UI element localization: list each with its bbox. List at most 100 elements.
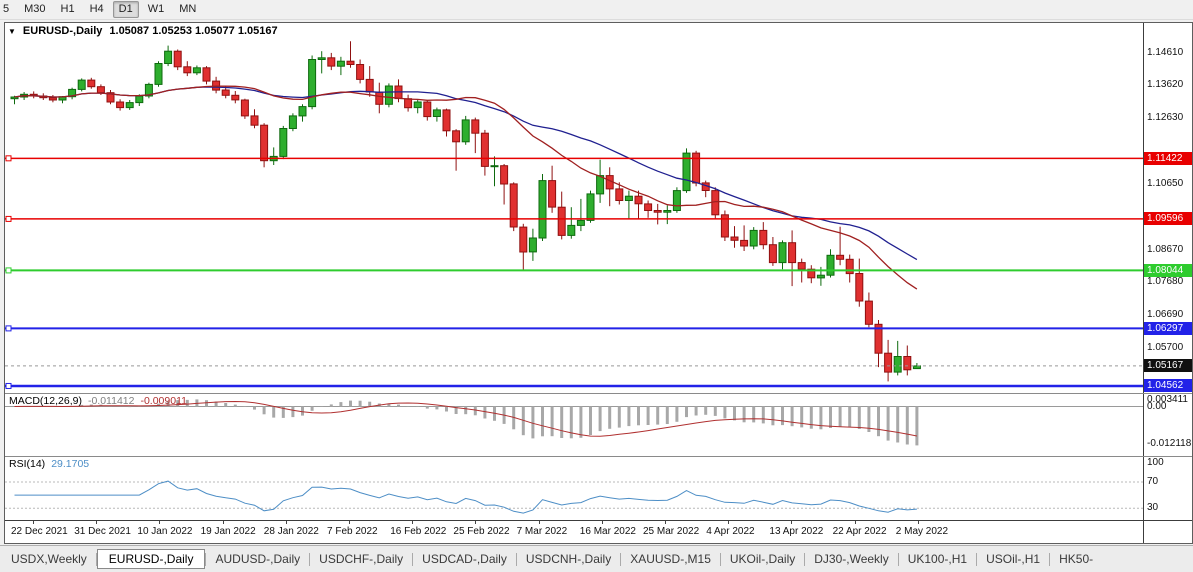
hline-handle[interactable] xyxy=(5,267,12,274)
price-axis-label: 1.13620 xyxy=(1147,79,1184,91)
timeframe-button-d1[interactable]: D1 xyxy=(112,1,139,18)
chart-window: ▼ EURUSD-,Daily 1.05087 1.05253 1.05077 … xyxy=(4,22,1193,544)
tab-separator xyxy=(515,552,517,566)
tab-separator xyxy=(620,552,622,566)
rsi-name: RSI(14) xyxy=(9,458,46,470)
tab-dj30-weekly[interactable]: DJ30-,Weekly xyxy=(814,552,889,566)
time-axis-tick xyxy=(665,521,666,524)
time-axis-tick xyxy=(791,521,793,524)
price-badge: 1.08044 xyxy=(1144,264,1192,277)
symbol-period-label: EURUSD-,Daily xyxy=(22,25,103,37)
tab-usdcnh-daily[interactable]: USDCNH-,Daily xyxy=(525,552,612,566)
macd-axis[interactable]: 0.003411 0.00 -0.012118 xyxy=(1143,394,1192,456)
price-axis-label: 1.14610 xyxy=(1147,46,1184,58)
timeframe-button-h1[interactable]: H1 xyxy=(60,3,75,15)
tab-usdx-weekly[interactable]: USDX,Weekly xyxy=(11,552,87,566)
tab-separator xyxy=(1049,552,1051,566)
pane-splitter-dates[interactable] xyxy=(5,520,1192,521)
tab-usdcad-daily[interactable]: USDCAD-,Daily xyxy=(422,552,507,566)
candles xyxy=(10,41,921,382)
price-badge: 1.09596 xyxy=(1144,212,1192,225)
time-axis-tick xyxy=(159,521,161,524)
hline-handle[interactable] xyxy=(5,325,12,332)
pane-splitter-macd[interactable] xyxy=(5,393,1192,394)
candlestick-chart[interactable] xyxy=(5,23,1143,393)
date-label: 31 Dec 2021 xyxy=(74,526,131,537)
pane-splitter-rsi[interactable] xyxy=(5,456,1192,457)
date-label: 16 Mar 2022 xyxy=(579,526,636,537)
timeframe-button-w1[interactable]: W1 xyxy=(147,3,165,15)
rsi-title: RSI(14) 29.1705 xyxy=(9,458,89,470)
rsi-indicator-chart[interactable] xyxy=(5,457,1143,520)
time-axis-tick xyxy=(601,521,603,524)
tab-separator xyxy=(95,552,97,566)
macd-signal-line xyxy=(14,400,917,437)
tab-hk50-[interactable]: HK50- xyxy=(1059,552,1094,566)
tab-separator xyxy=(412,552,414,566)
date-label: 13 Apr 2022 xyxy=(769,526,824,537)
tab-ukoil-daily[interactable]: UKOil-,Daily xyxy=(729,552,796,566)
tab-uk100-h1[interactable]: UK100-,H1 xyxy=(907,552,968,566)
date-label: 28 Jan 2022 xyxy=(263,526,319,537)
macd-pane[interactable]: MACD(12,26,9) -0.011412 -0.009011 0.0034… xyxy=(5,394,1192,456)
tab-separator xyxy=(309,552,311,566)
time-axis[interactable]: 22 Dec 2021 31 Dec 2021 10 Jan 2022 19 Jan … xyxy=(5,521,1192,543)
tab-audusd-daily[interactable]: AUDUSD-,Daily xyxy=(215,552,301,566)
rsi-axis[interactable]: 100 70 30 xyxy=(1143,457,1192,520)
date-label: 25 Mar 2022 xyxy=(643,526,700,537)
time-axis-corner xyxy=(1143,521,1192,543)
price-axis[interactable]: 1.14610 1.13620 1.12630 1.10650 1.08670 1.076… xyxy=(1143,23,1192,393)
tab-xauusd-m15[interactable]: XAUUSD-,M15 xyxy=(630,552,711,566)
tab-separator xyxy=(897,552,899,566)
macd-axis-label: -0.012118 xyxy=(1147,438,1192,450)
rsi-pane[interactable]: RSI(14) 29.1705 100 70 30 xyxy=(5,457,1192,520)
time-axis-tick xyxy=(475,521,477,524)
time-axis-tick xyxy=(349,521,350,524)
price-axis-label: 1.10650 xyxy=(1147,177,1184,189)
time-axis-tick xyxy=(538,521,540,524)
date-label: 10 Jan 2022 xyxy=(137,526,193,537)
time-axis-tick xyxy=(285,521,287,524)
rsi-axis-label: 30 xyxy=(1147,502,1159,514)
tab-usdchf-daily[interactable]: USDCHF-,Daily xyxy=(319,552,404,566)
date-label: 25 Feb 2022 xyxy=(453,526,510,537)
macd-title: MACD(12,26,9) -0.011412 -0.009011 xyxy=(9,395,187,407)
ma-fast-red xyxy=(14,85,918,290)
date-label: 16 Feb 2022 xyxy=(390,526,447,537)
chart-title: ▼ EURUSD-,Daily 1.05087 1.05253 1.05077 … xyxy=(8,25,278,37)
macd-indicator-chart[interactable] xyxy=(5,394,1143,456)
rsi-axis-label: 70 xyxy=(1147,475,1159,487)
timeframe-button-5[interactable]: 5 xyxy=(3,3,10,15)
hline-handle[interactable] xyxy=(5,215,12,222)
tab-eurusd-daily[interactable]: EURUSD-,Daily xyxy=(96,549,206,569)
date-label: 7 Mar 2022 xyxy=(516,526,568,537)
ma-slow-blue xyxy=(14,86,918,261)
price-pane[interactable]: ▼ EURUSD-,Daily 1.05087 1.05253 1.05077 … xyxy=(5,23,1192,393)
price-badge: 1.06297 xyxy=(1144,322,1192,335)
timeframe-button-m30[interactable]: M30 xyxy=(24,3,46,15)
tab-separator xyxy=(205,552,207,566)
time-axis-tick xyxy=(728,521,730,524)
rsi-value: 29.1705 xyxy=(51,458,90,470)
chart-menu-icon[interactable]: ▼ xyxy=(8,26,16,36)
time-axis-tick xyxy=(412,521,414,524)
timeframe-button-mn[interactable]: MN xyxy=(179,3,197,15)
hline-handle[interactable] xyxy=(5,382,12,389)
timeframe-button-h4[interactable]: H4 xyxy=(89,3,104,15)
chart-tabs: USDX,Weekly EURUSD-,Daily AUDUSD-,Daily USD… xyxy=(0,545,1193,572)
date-label: 22 Apr 2022 xyxy=(832,526,887,537)
tab-usoil-h1[interactable]: USOil-,H1 xyxy=(986,552,1041,566)
hline-handle[interactable] xyxy=(5,155,12,162)
time-axis-tick xyxy=(917,521,919,524)
price-axis-label: 1.06690 xyxy=(1147,309,1184,321)
price-axis-label: 1.08670 xyxy=(1147,243,1184,255)
timeframe-toolbar: 5 M30 H1 H4 D1 W1 MN xyxy=(0,0,1193,20)
date-label: 2 May 2022 xyxy=(895,526,949,537)
tab-separator xyxy=(719,552,721,566)
date-label: 22 Dec 2021 xyxy=(11,526,68,537)
macd-name: MACD(12,26,9) xyxy=(9,395,82,407)
time-axis-tick xyxy=(854,521,856,524)
macd-signal-value: -0.009011 xyxy=(140,395,187,407)
macd-main-value: -0.011412 xyxy=(87,395,135,407)
macd-axis-label: 0.00 xyxy=(1147,400,1167,412)
